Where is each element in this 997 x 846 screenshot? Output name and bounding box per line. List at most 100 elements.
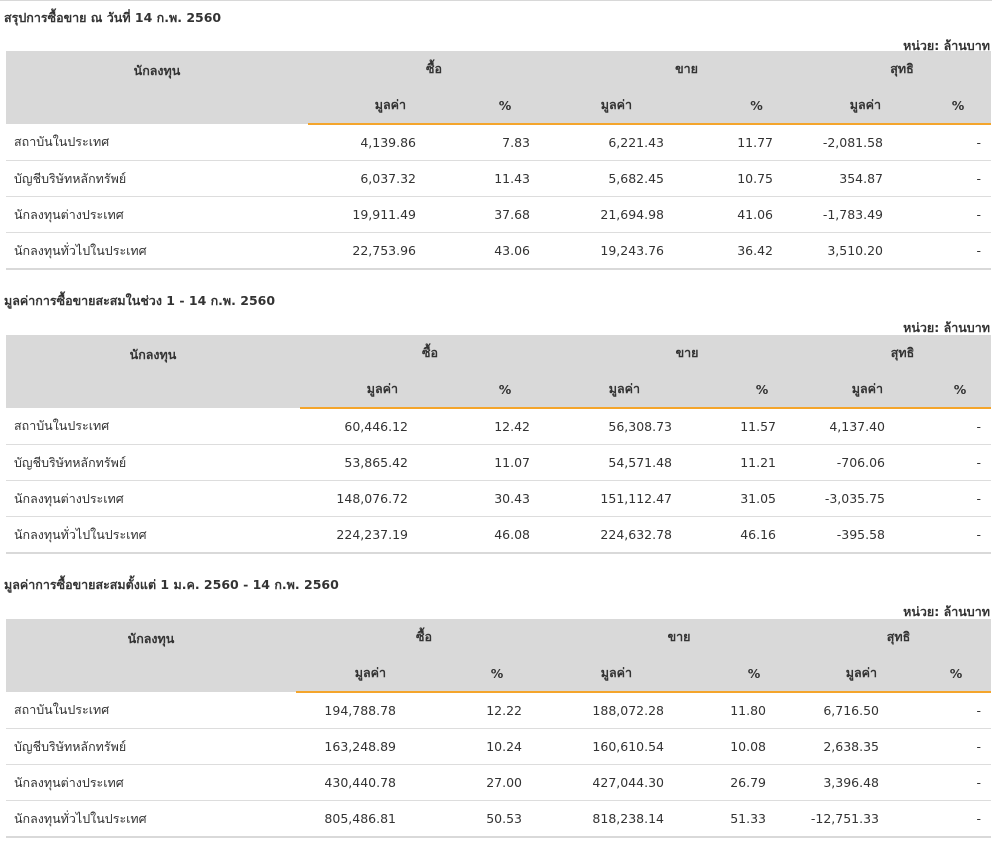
buy-pct-header: % bbox=[450, 87, 560, 125]
buy-value-cell: 148,076.72 bbox=[300, 480, 450, 517]
sell-value-cell: 21,694.98 bbox=[560, 196, 700, 233]
net-value-cell: -3,035.75 bbox=[814, 480, 930, 517]
investor-name-cell: นักลงทุนทั่วไปในประเทศ bbox=[6, 800, 296, 838]
buy-value-cell: 22,753.96 bbox=[308, 232, 450, 270]
top-divider bbox=[0, 0, 992, 1]
net-header: สุทธิ bbox=[806, 619, 992, 655]
sell-pct-header: % bbox=[700, 87, 814, 125]
sell-header: ขาย bbox=[560, 51, 814, 87]
table-row: สถาบันในประเทศ 194,788.78 12.22 188,072.28 1… bbox=[6, 692, 992, 729]
unit-label: หน่วย: ล้านบาท bbox=[903, 38, 990, 53]
buy-pct-cell: 50.53 bbox=[442, 800, 552, 838]
sell-value-cell: 19,243.76 bbox=[560, 232, 700, 270]
sell-pct-cell: 11.21 bbox=[710, 444, 815, 481]
investor-header: นักลงทุน bbox=[6, 619, 296, 692]
net-value-header: มูลค่า bbox=[813, 87, 926, 125]
investor-name-cell: นักลงทุนทั่วไปในประเทศ bbox=[6, 516, 300, 554]
buy-pct-cell: 12.42 bbox=[450, 408, 560, 445]
sell-pct-cell: 10.08 bbox=[702, 728, 807, 765]
sell-header: ขาย bbox=[560, 335, 815, 371]
net-value-cell: -2,081.58 bbox=[813, 124, 926, 161]
buy-value-cell: 430,440.78 bbox=[296, 764, 442, 801]
buy-pct-cell: 11.43 bbox=[450, 160, 560, 197]
net-value-header: มูลค่า bbox=[814, 371, 930, 409]
investor-name-cell: นักลงทุนต่างประเทศ bbox=[6, 196, 308, 233]
sell-value-cell: 6,221.43 bbox=[560, 124, 700, 161]
investor-name-cell: บัญชีบริษัทหลักทรัพย์ bbox=[6, 728, 296, 765]
buy-pct-cell: 10.24 bbox=[442, 728, 552, 765]
trading-table: นักลงทุน ซื้อ ขาย สุทธิ มูลค่า % มูลค่า … bbox=[6, 335, 992, 554]
net-pct-header: % bbox=[921, 655, 992, 693]
table-body: สถาบันในประเทศ 60,446.12 12.42 56,308.73 11.… bbox=[6, 408, 992, 554]
sell-pct-header: % bbox=[702, 655, 807, 693]
net-pct-cell: - bbox=[921, 692, 992, 729]
table-row: สถาบันในประเทศ 4,139.86 7.83 6,221.43 11.77-… bbox=[6, 124, 992, 161]
table-body: สถาบันในประเทศ 194,788.78 12.22 188,072.28 1… bbox=[6, 692, 992, 838]
section-title: สรุปการซื้อขาย ณ วันที่ 14 ก.พ. 2560 bbox=[4, 10, 222, 25]
buy-value-cell: 224,237.19 bbox=[300, 516, 450, 554]
sell-value-cell: 151,112.47 bbox=[560, 480, 710, 517]
sell-pct-cell: 31.05 bbox=[710, 480, 815, 517]
trading-table: นักลงทุน ซื้อ ขาย สุทธิ มูลค่า % มูลค่า … bbox=[6, 51, 992, 270]
buy-header: ซื้อ bbox=[308, 51, 560, 87]
section-title: มูลค่าการซื้อขายสะสมในช่วง 1 - 14 ก.พ. 2… bbox=[4, 293, 276, 308]
table-row: สถาบันในประเทศ 60,446.12 12.42 56,308.73 11.… bbox=[6, 408, 992, 445]
buy-pct-cell: 12.22 bbox=[442, 692, 552, 729]
sell-value-header: มูลค่า bbox=[560, 87, 700, 125]
investor-name-cell: นักลงทุนต่างประเทศ bbox=[6, 480, 300, 517]
sell-pct-cell: 41.06 bbox=[700, 196, 814, 233]
sell-value-cell: 5,682.45 bbox=[560, 160, 700, 197]
sell-value-cell: 427,044.30 bbox=[552, 764, 702, 801]
sell-value-header: มูลค่า bbox=[552, 655, 702, 693]
net-value-cell: 2,638.35 bbox=[806, 728, 922, 765]
table-body: สถาบันในประเทศ 4,139.86 7.83 6,221.43 11.77-… bbox=[6, 124, 992, 270]
sell-value-cell: 54,571.48 bbox=[560, 444, 710, 481]
net-header: สุทธิ bbox=[814, 335, 992, 371]
sell-pct-cell: 11.77 bbox=[700, 124, 814, 161]
investor-name-cell: บัญชีบริษัทหลักทรัพย์ bbox=[6, 160, 308, 197]
buy-value-cell: 53,865.42 bbox=[300, 444, 450, 481]
investor-name-cell: นักลงทุนต่างประเทศ bbox=[6, 764, 296, 801]
net-pct-cell: - bbox=[925, 160, 992, 197]
section-title: มูลค่าการซื้อขายสะสมตั้งแต่ 1 ม.ค. 2560 … bbox=[4, 577, 339, 592]
sell-value-cell: 188,072.28 bbox=[552, 692, 702, 729]
unit-label: หน่วย: ล้านบาท bbox=[903, 604, 990, 619]
net-pct-cell: - bbox=[925, 196, 992, 233]
sell-value-cell: 818,238.14 bbox=[552, 800, 702, 838]
investor-name-cell: บัญชีบริษัทหลักทรัพย์ bbox=[6, 444, 300, 481]
buy-header: ซื้อ bbox=[300, 335, 560, 371]
net-pct-cell: - bbox=[929, 516, 992, 554]
net-value-cell: -706.06 bbox=[814, 444, 930, 481]
sell-pct-cell: 11.80 bbox=[702, 692, 807, 729]
table-row: นักลงทุนต่างประเทศ 430,440.78 27.00 427,044… bbox=[6, 764, 992, 801]
buy-pct-cell: 30.43 bbox=[450, 480, 560, 517]
buy-value-header: มูลค่า bbox=[308, 87, 450, 125]
net-value-cell: 3,510.20 bbox=[813, 232, 926, 270]
investor-name-cell: สถาบันในประเทศ bbox=[6, 124, 308, 161]
sell-value-cell: 224,632.78 bbox=[560, 516, 710, 554]
buy-value-cell: 6,037.32 bbox=[308, 160, 450, 197]
buy-value-header: มูลค่า bbox=[300, 371, 450, 409]
buy-header: ซื้อ bbox=[296, 619, 552, 655]
net-pct-cell: - bbox=[929, 408, 992, 445]
buy-pct-header: % bbox=[450, 371, 560, 409]
table-row: บัญชีบริษัทหลักทรัพย์ 6,037.32 11.43 5,682.… bbox=[6, 160, 992, 197]
table-row: นักลงทุนต่างประเทศ 148,076.72 30.43 151,112… bbox=[6, 480, 992, 517]
investor-header: นักลงทุน bbox=[6, 335, 300, 408]
table-row: บัญชีบริษัทหลักทรัพย์ 163,248.89 10.24 160,… bbox=[6, 728, 992, 765]
sell-header: ขาย bbox=[552, 619, 807, 655]
buy-value-cell: 19,911.49 bbox=[308, 196, 450, 233]
buy-value-cell: 4,139.86 bbox=[308, 124, 450, 161]
table-row: นักลงทุนทั่วไปในประเทศ 22,753.96 43.06 19,2… bbox=[6, 232, 992, 270]
buy-value-header: มูลค่า bbox=[296, 655, 442, 693]
net-value-cell: 354.87 bbox=[813, 160, 926, 197]
net-value-cell: -395.58 bbox=[814, 516, 930, 554]
buy-value-cell: 163,248.89 bbox=[296, 728, 442, 765]
buy-pct-cell: 43.06 bbox=[450, 232, 560, 270]
buy-pct-cell: 11.07 bbox=[450, 444, 560, 481]
net-pct-cell: - bbox=[921, 728, 992, 765]
net-pct-header: % bbox=[925, 87, 992, 125]
net-pct-cell: - bbox=[929, 480, 992, 517]
sell-pct-cell: 46.16 bbox=[710, 516, 815, 554]
net-header: สุทธิ bbox=[813, 51, 992, 87]
